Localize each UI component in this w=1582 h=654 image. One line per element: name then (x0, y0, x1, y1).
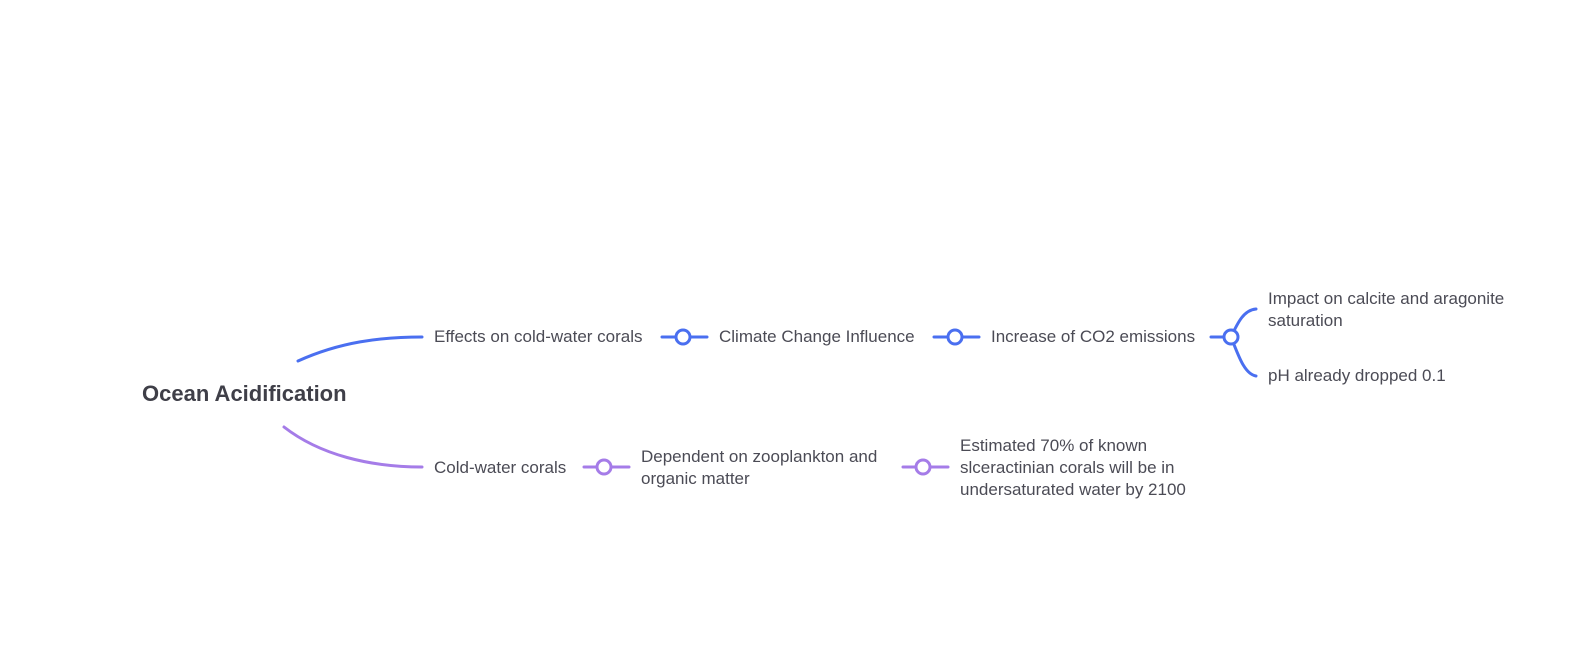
root-to-cold-water-connector (282, 425, 424, 469)
co2-collapse-toggle[interactable] (1222, 328, 1240, 346)
root-to-effects-connector (296, 335, 424, 363)
cold-water-collapse-toggle[interactable] (595, 458, 613, 476)
node-estimated-70-percent[interactable]: Estimated 70% of known slceractinian cor… (960, 436, 1186, 499)
node-ph-already-dropped[interactable]: pH already dropped 0.1 (1268, 366, 1446, 385)
node-climate-change-influence[interactable]: Climate Change Influence (719, 327, 915, 346)
zooplankton-collapse-toggle[interactable] (914, 458, 932, 476)
node-effects-on-cold-water-corals[interactable]: Effects on cold-water corals (434, 327, 643, 346)
node-impact-on-calcite-aragonite[interactable]: Impact on calcite and aragonite saturati… (1268, 289, 1505, 330)
effects-collapse-toggle[interactable] (674, 328, 692, 346)
node-increase-of-co2-emissions[interactable]: Increase of CO2 emissions (991, 327, 1196, 346)
node-dependent-on-zooplankton[interactable]: Dependent on zooplankton and organic mat… (641, 447, 878, 488)
node-cold-water-corals[interactable]: Cold-water corals (434, 458, 567, 477)
root-node-ocean-acidification[interactable]: Ocean Acidification (142, 381, 347, 406)
climate-collapse-toggle[interactable] (946, 328, 964, 346)
